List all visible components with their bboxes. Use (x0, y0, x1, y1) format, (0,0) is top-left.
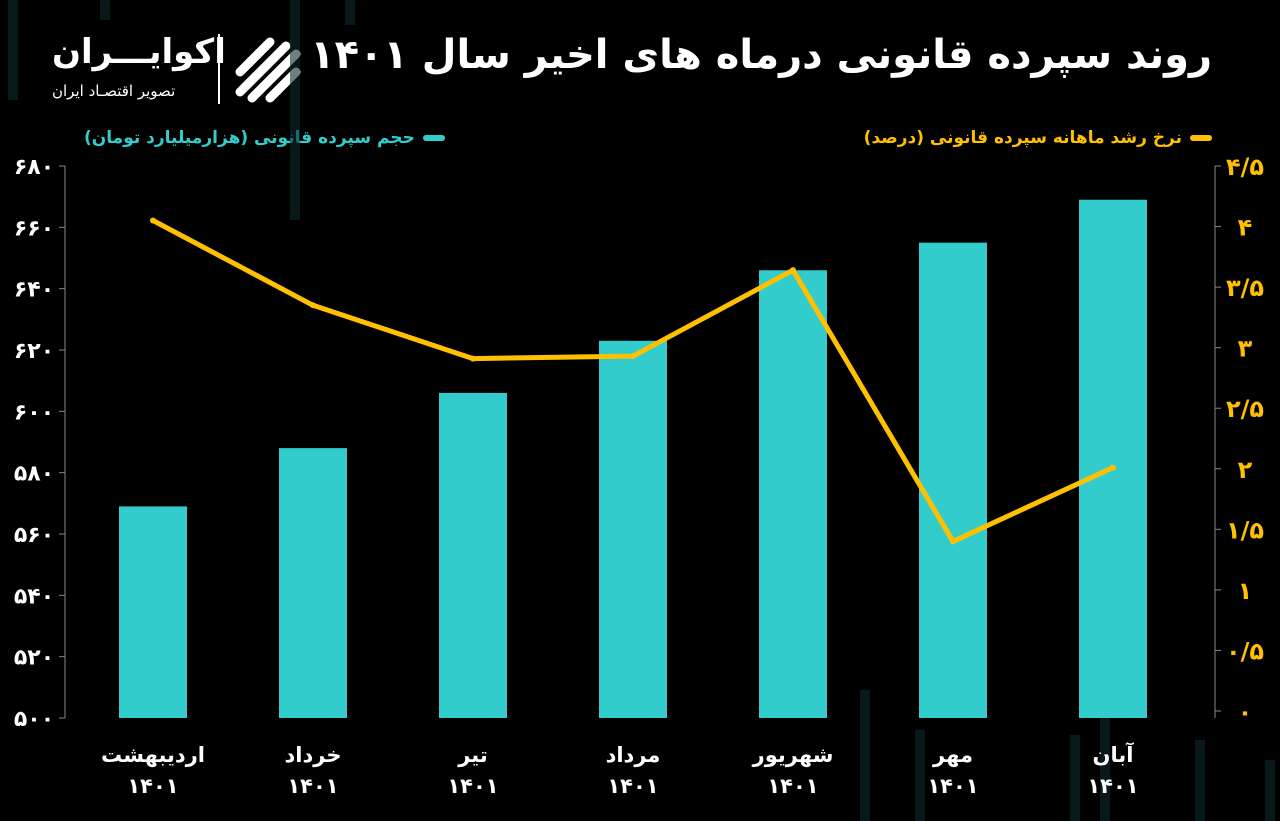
left-tick-label: ۵۶۰ (14, 523, 54, 548)
background-decor-bar (1070, 735, 1080, 821)
x-tick-label-month: مرداد (606, 743, 661, 767)
right-tick-label: ۳ (1238, 335, 1253, 363)
legend-label-line: نرخ رشد ماهانه سپرده قانونی (درصد) (863, 128, 1182, 148)
bar (919, 242, 987, 718)
right-tick-label: ۱/۵ (1226, 516, 1264, 544)
x-tick-label-year: ۱۴۰۱ (127, 774, 178, 798)
line-point (630, 353, 636, 360)
left-tick-label: ۵۸۰ (14, 462, 54, 487)
legend-line: نرخ رشد ماهانه سپرده قانونی (درصد) (864, 128, 1212, 148)
x-tick-label-year: ۱۴۰۱ (927, 774, 978, 798)
bar (759, 270, 827, 718)
background-decor-bar (1100, 690, 1110, 821)
right-tick-label: ۴/۵ (1226, 153, 1264, 181)
x-tick-label-month: تیر (457, 743, 488, 767)
line-point (150, 217, 156, 224)
logo-subtitle: تصویر اقتصـاد ایران (52, 82, 176, 100)
x-tick-label-month: شهریور (752, 743, 834, 767)
logo: اکوایـــران تصویر اقتصـاد ایران (48, 32, 318, 107)
background-decor-bar (1265, 760, 1275, 821)
x-tick-label-year: ۱۴۰۱ (767, 774, 818, 798)
logo-divider (218, 34, 220, 104)
background-decor-bar (345, 0, 355, 25)
right-tick-label: ۳/۵ (1226, 274, 1264, 302)
x-tick-label-year: ۱۴۰۱ (447, 774, 498, 798)
logo-name: اکوایـــران (52, 32, 226, 72)
line-point (1110, 464, 1116, 471)
right-tick-label: ۴ (1238, 214, 1253, 242)
line-point (470, 355, 476, 362)
right-tick-label: ۲ (1238, 456, 1253, 484)
x-tick-label-year: ۱۴۰۱ (607, 774, 658, 798)
legend-swatch-line (1190, 135, 1212, 141)
x-tick-label-year: ۱۴۰۱ (1087, 774, 1138, 798)
line-point (950, 538, 956, 545)
bar (439, 392, 507, 718)
right-tick-label: ۲/۵ (1226, 395, 1264, 423)
background-decor-bar (1195, 740, 1205, 821)
right-tick-label: ۰/۵ (1226, 637, 1264, 665)
line-point (310, 302, 316, 309)
right-tick-label: ۱ (1238, 577, 1253, 605)
background-decor-bar (100, 0, 110, 20)
left-tick-label: ۶۲۰ (14, 339, 54, 364)
background-decor-bar (860, 690, 870, 821)
bar (599, 340, 667, 718)
x-tick-label-month: خرداد (285, 743, 342, 767)
bar (279, 448, 347, 718)
left-tick-label: ۶۸۰ (14, 155, 54, 180)
bar (119, 506, 187, 718)
left-tick-label: ۶۰۰ (14, 400, 54, 425)
x-tick-label-year: ۱۴۰۱ (287, 774, 338, 798)
left-tick-label: ۶۶۰ (14, 216, 54, 241)
legend-bars: حجم سپرده قانونی (هزارمیلیارد تومان) (84, 128, 445, 148)
x-tick-label-month: آبان (1093, 742, 1135, 767)
background-decor-bar (8, 0, 18, 100)
left-tick-label: ۵۲۰ (14, 646, 54, 671)
right-tick-label: ۰ (1238, 698, 1253, 726)
line-point (790, 267, 796, 274)
legend-swatch-bars (422, 135, 445, 141)
background-decor-bar (915, 730, 925, 821)
chart-title: روند سپرده قانونی درماه های اخیر سال ۱۴۰… (310, 32, 1212, 78)
background-decor-bar (290, 0, 300, 220)
left-tick-label: ۶۴۰ (14, 278, 54, 303)
x-tick-label-month: اردیبهشت (101, 743, 205, 767)
legend-label-bars: حجم سپرده قانونی (هزارمیلیارد تومان) (84, 128, 415, 148)
left-tick-label: ۵۴۰ (14, 584, 54, 609)
bar (1079, 199, 1147, 718)
left-tick-label: ۵۰۰ (14, 707, 54, 732)
x-tick-label-month: مهر (932, 743, 973, 767)
